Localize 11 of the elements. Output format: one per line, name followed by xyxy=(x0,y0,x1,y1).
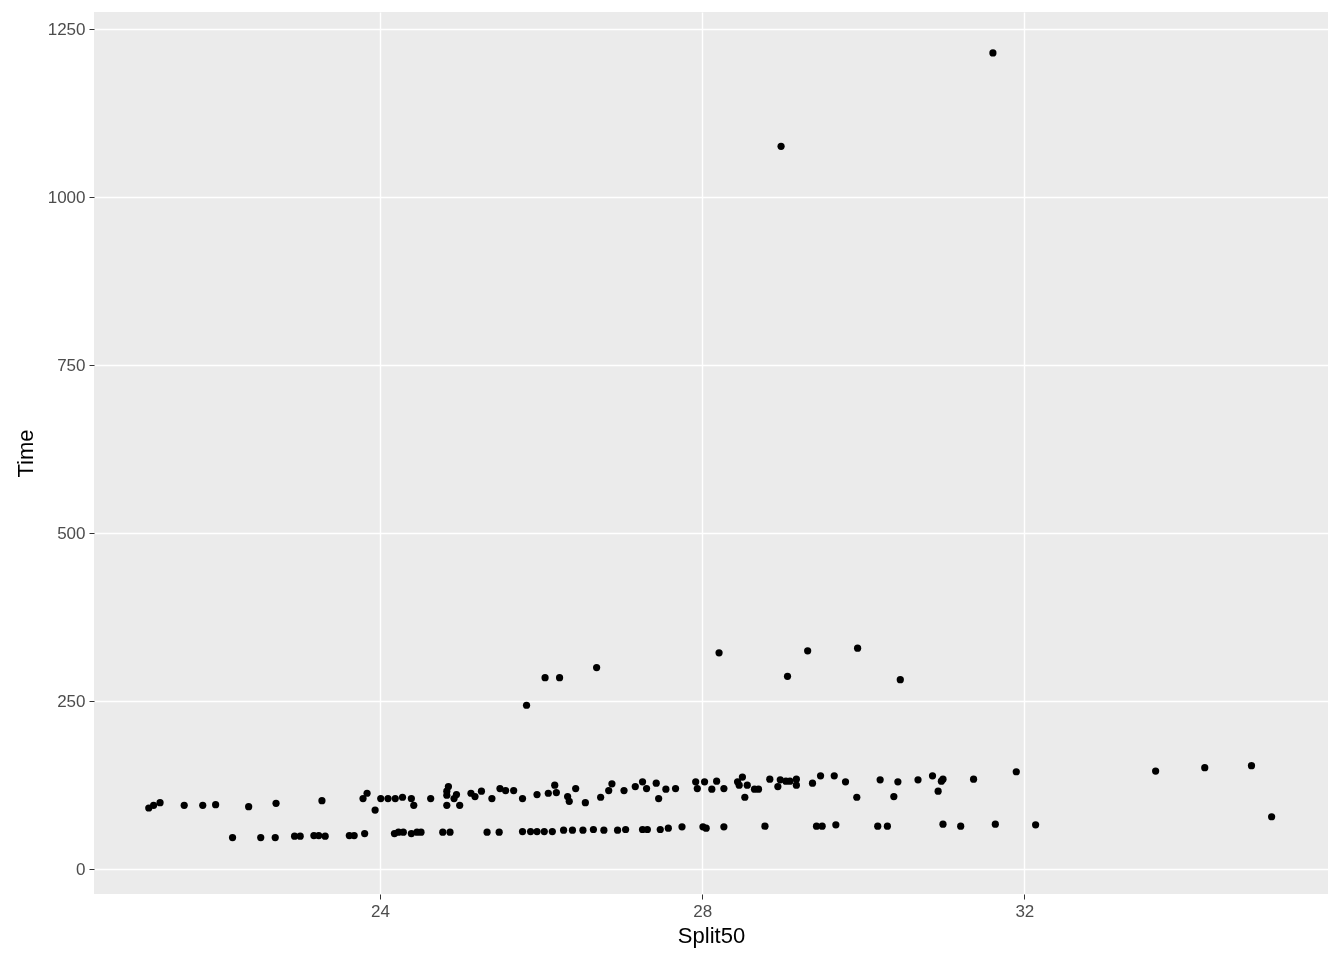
y-tick-label: 1000 xyxy=(47,187,86,207)
y-tick-label: 0 xyxy=(76,859,86,879)
y-tick-label: 500 xyxy=(57,523,86,543)
y-tick-label: 250 xyxy=(57,691,86,711)
y-tick-label: 750 xyxy=(57,355,86,375)
y-axis-title: Time xyxy=(12,429,38,478)
x-axis-title: Split50 xyxy=(677,922,746,948)
x-tick-label: 28 xyxy=(693,901,713,921)
x-tick-label: 32 xyxy=(1015,901,1035,921)
y-tick-label: 1250 xyxy=(47,19,86,39)
x-tick-label: 24 xyxy=(370,901,390,921)
